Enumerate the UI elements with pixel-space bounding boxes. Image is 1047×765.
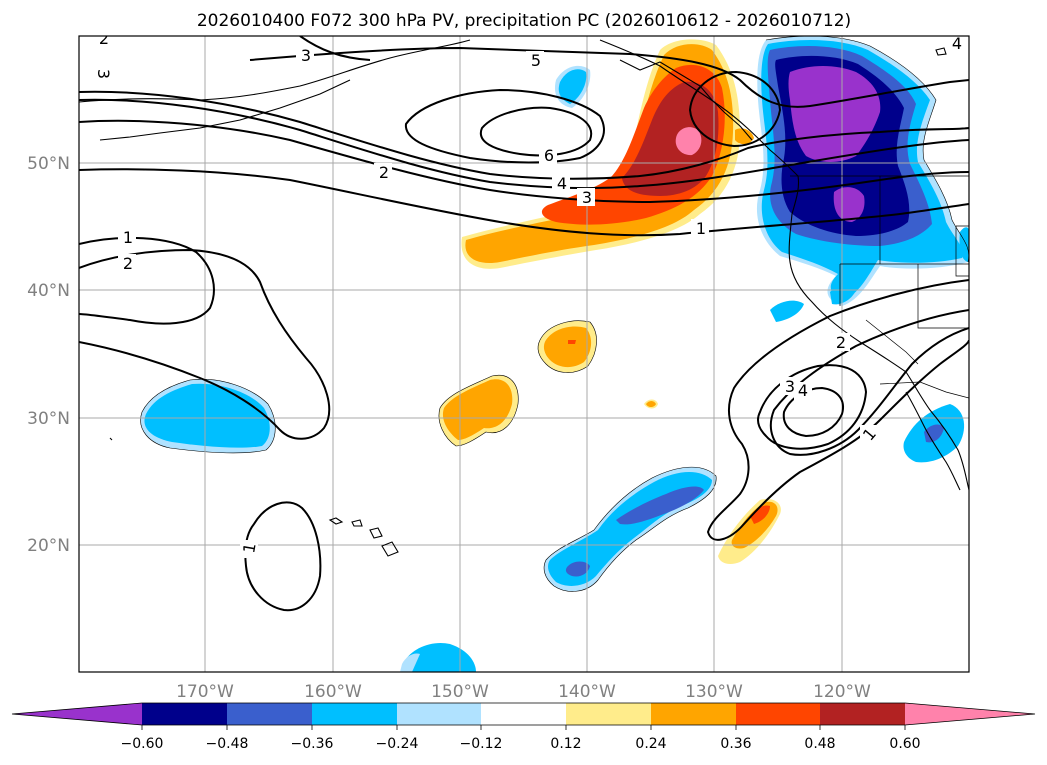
pv-label-3-jet: 3 [582,188,592,207]
x-tick-label: 140°W [558,682,616,702]
y-tick-label: 20°N [27,536,70,556]
pv-label-3-left: 3 [94,69,113,79]
colorbar-label: 0.48 [804,736,835,752]
precip-negative-pacific-northwest [554,36,969,322]
pv-contour-2-low [769,309,969,456]
y-tick-label: 30°N [27,409,70,429]
x-tick-label: 150°W [431,682,489,702]
colorbar-label: 0.12 [550,736,581,752]
pv-label-2-left: 2 [99,29,109,48]
y-tick-label: 50°N [27,154,70,174]
pv-label-1-jet: 1 [696,219,706,238]
colorbar-segment [566,703,651,725]
pv-contour-labels: 1 2 2 3 4 1 5 6 3 3 2 2 3 4 [94,29,966,558]
pv-contour-4-jet [79,90,969,180]
pv-contour-6-inner [479,106,593,157]
colorbar-label: −0.60 [121,736,164,752]
precip-negative-subtropics [400,467,717,672]
colorbar-segment [142,703,227,725]
pv-contour-3-jet [79,98,969,190]
pv-contour-3-low [757,364,868,450]
colorbar-label: −0.24 [376,736,419,752]
pv-contour-2-west [79,248,331,440]
pv-contour-1-subtropic [244,501,322,612]
colorbar-label: 0.36 [720,736,751,752]
pv-label-5: 5 [531,51,541,70]
pv-label-4-jet: 4 [557,174,567,193]
colorbar-label: −0.36 [291,736,334,752]
colorbar-segment [736,703,820,725]
pv-label-2-jet: 2 [379,163,389,182]
pv-contour-1-jet [79,168,969,237]
colorbar-extend-high [905,703,1035,725]
pv-label-3-top: 3 [301,46,311,65]
x-tick-labels: 170°W 160°W 150°W 140°W 130°W 120°W [176,682,871,702]
precip-shading [140,36,969,672]
colorbar-label: −0.48 [206,736,249,752]
pv-label-6: 6 [544,146,554,165]
colorbar-segment [227,703,312,725]
colorbar-segment [481,703,566,725]
precip-negative-baja [903,227,969,463]
pv-contour-ring-ne [688,70,782,148]
pv-contour-6 [404,88,605,164]
colorbar-label: −0.12 [460,736,503,752]
precip-positive-21N [718,498,781,564]
precip-positive-gulf-of-alaska [461,39,754,269]
y-tick-labels: 20°N 30°N 40°N 50°N [27,154,70,556]
colorbar-segment [651,703,736,725]
x-tick-label: 170°W [176,682,234,702]
x-tick-label: 160°W [304,682,362,702]
political-borders [790,175,969,399]
pv-label-2-low: 2 [836,333,846,352]
colorbar-segment [820,703,905,725]
colorbar-segment [312,703,397,725]
colorbar-label: 0.60 [889,736,920,752]
pv-contour-2-jet [79,119,969,204]
precip-positive-36N [538,320,597,373]
colorbar-segment [397,703,481,725]
pv-label-4-low: 4 [798,381,808,400]
map-frame [78,35,970,673]
precip-outlines [140,36,969,592]
pv-contours [79,36,969,612]
pv-contour-3-top [299,36,371,61]
pv-label-2-west: 2 [123,254,133,273]
pv-label-4-right: 4 [952,34,962,53]
coastlines [79,39,969,557]
pv-label-1-subtropic: 1 [239,541,259,554]
x-tick-label: 120°W [813,682,871,702]
map-area: 1 2 2 3 4 1 5 6 3 3 2 2 3 4 [79,29,969,672]
x-tick-label: 130°W [685,682,743,702]
colorbar-label: 0.24 [635,736,666,752]
pv-contour-1-west [79,236,215,325]
colorbar-ticks [141,725,906,730]
pv-label-3-low: 3 [785,377,795,396]
colorbar: −0.60 −0.48 −0.36 −0.24 −0.12 0.12 0.24 … [11,702,1036,752]
pv-contour-1-low [706,279,969,541]
y-tick-label: 40°N [27,281,70,301]
pv-contour-5 [249,46,969,108]
chart-title: 2026010400 F072 300 hPa PV, precipitatio… [197,11,851,31]
pv-label-1-west: 1 [123,228,133,247]
colorbar-extend-low [12,703,142,725]
